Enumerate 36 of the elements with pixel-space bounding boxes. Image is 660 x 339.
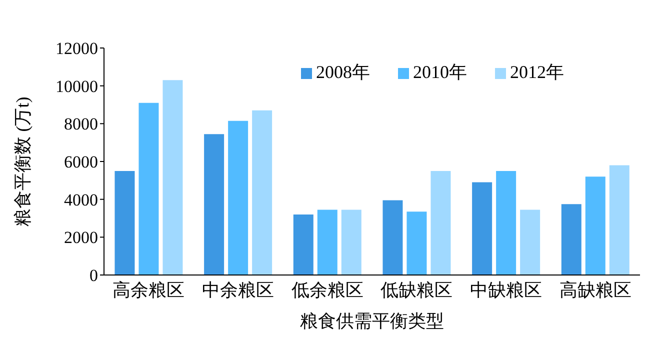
bar <box>472 182 492 275</box>
bar <box>252 110 272 275</box>
bar <box>341 210 362 275</box>
bar <box>561 204 582 275</box>
x-tick-label: 低缺粮区 <box>380 280 453 300</box>
bar <box>162 80 183 275</box>
legend-label: 2010年 <box>413 62 467 82</box>
bar <box>430 170 451 275</box>
bar <box>406 212 427 275</box>
bar <box>382 200 403 275</box>
x-tick-label: 高缺粮区 <box>559 280 632 300</box>
bar <box>496 170 516 275</box>
y-tick-label: 10000 <box>56 76 98 96</box>
y-tick-label: 12000 <box>56 39 98 58</box>
bar <box>204 134 224 275</box>
y-tick-label: 6000 <box>64 152 98 172</box>
y-axis-title: 粮食平衡数 (万t) <box>12 96 32 226</box>
bar <box>317 210 338 275</box>
bar <box>138 102 159 275</box>
x-tick-label: 中缺粮区 <box>470 280 542 300</box>
legend-label: 2008年 <box>316 62 370 82</box>
y-tick-label: 2000 <box>64 228 98 248</box>
x-axis-title: 粮食供需平衡类型 <box>300 311 444 331</box>
bar <box>228 120 248 275</box>
y-tick-label: 4000 <box>64 190 98 210</box>
bar <box>609 165 630 275</box>
y-tick-label: 8000 <box>64 114 98 134</box>
bar <box>293 214 314 275</box>
y-tick-label: 0 <box>90 266 98 286</box>
x-tick-label: 中余粮区 <box>202 280 274 300</box>
legend-label: 2012年 <box>510 62 564 82</box>
x-tick-label: 高余粮区 <box>112 280 185 300</box>
bar <box>520 210 540 275</box>
bar <box>585 176 606 275</box>
bar <box>114 170 135 275</box>
x-tick-label: 低余粮区 <box>291 280 364 300</box>
